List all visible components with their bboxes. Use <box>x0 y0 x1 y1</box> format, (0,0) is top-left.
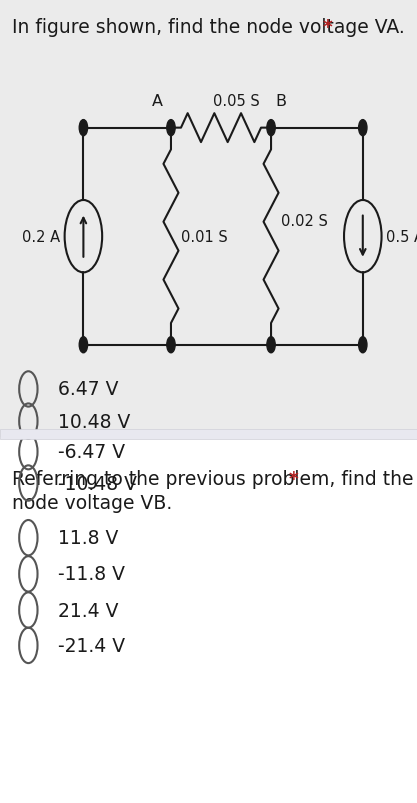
Text: Referring to the previous problem, find the: Referring to the previous problem, find … <box>12 470 413 489</box>
Text: 0.2 A: 0.2 A <box>23 230 60 244</box>
Text: -21.4 V: -21.4 V <box>58 636 126 655</box>
Text: A: A <box>152 93 163 108</box>
Circle shape <box>167 337 175 353</box>
Text: node voltage VB.: node voltage VB. <box>12 494 172 513</box>
Text: 10.48 V: 10.48 V <box>58 412 131 431</box>
Text: 0.02 S: 0.02 S <box>281 214 328 228</box>
Circle shape <box>79 120 88 137</box>
Text: In figure shown, find the node voltage VA.: In figure shown, find the node voltage V… <box>12 18 404 37</box>
Circle shape <box>359 337 367 353</box>
Text: 0.5 A: 0.5 A <box>386 230 417 244</box>
Text: B: B <box>275 93 286 108</box>
Text: *: * <box>322 18 332 37</box>
Text: -6.47 V: -6.47 V <box>58 442 126 462</box>
Circle shape <box>267 120 275 137</box>
Text: 21.4 V: 21.4 V <box>58 601 119 620</box>
Text: 0.05 S: 0.05 S <box>213 93 259 108</box>
Text: -10.48 V: -10.48 V <box>58 474 137 493</box>
Text: -11.8 V: -11.8 V <box>58 565 126 584</box>
Text: 0.01 S: 0.01 S <box>181 230 228 244</box>
Circle shape <box>267 337 275 353</box>
Text: 6.47 V: 6.47 V <box>58 380 119 399</box>
Text: *: * <box>289 470 299 489</box>
Circle shape <box>359 120 367 137</box>
Circle shape <box>79 337 88 353</box>
Circle shape <box>167 120 175 137</box>
Text: 11.8 V: 11.8 V <box>58 528 119 548</box>
